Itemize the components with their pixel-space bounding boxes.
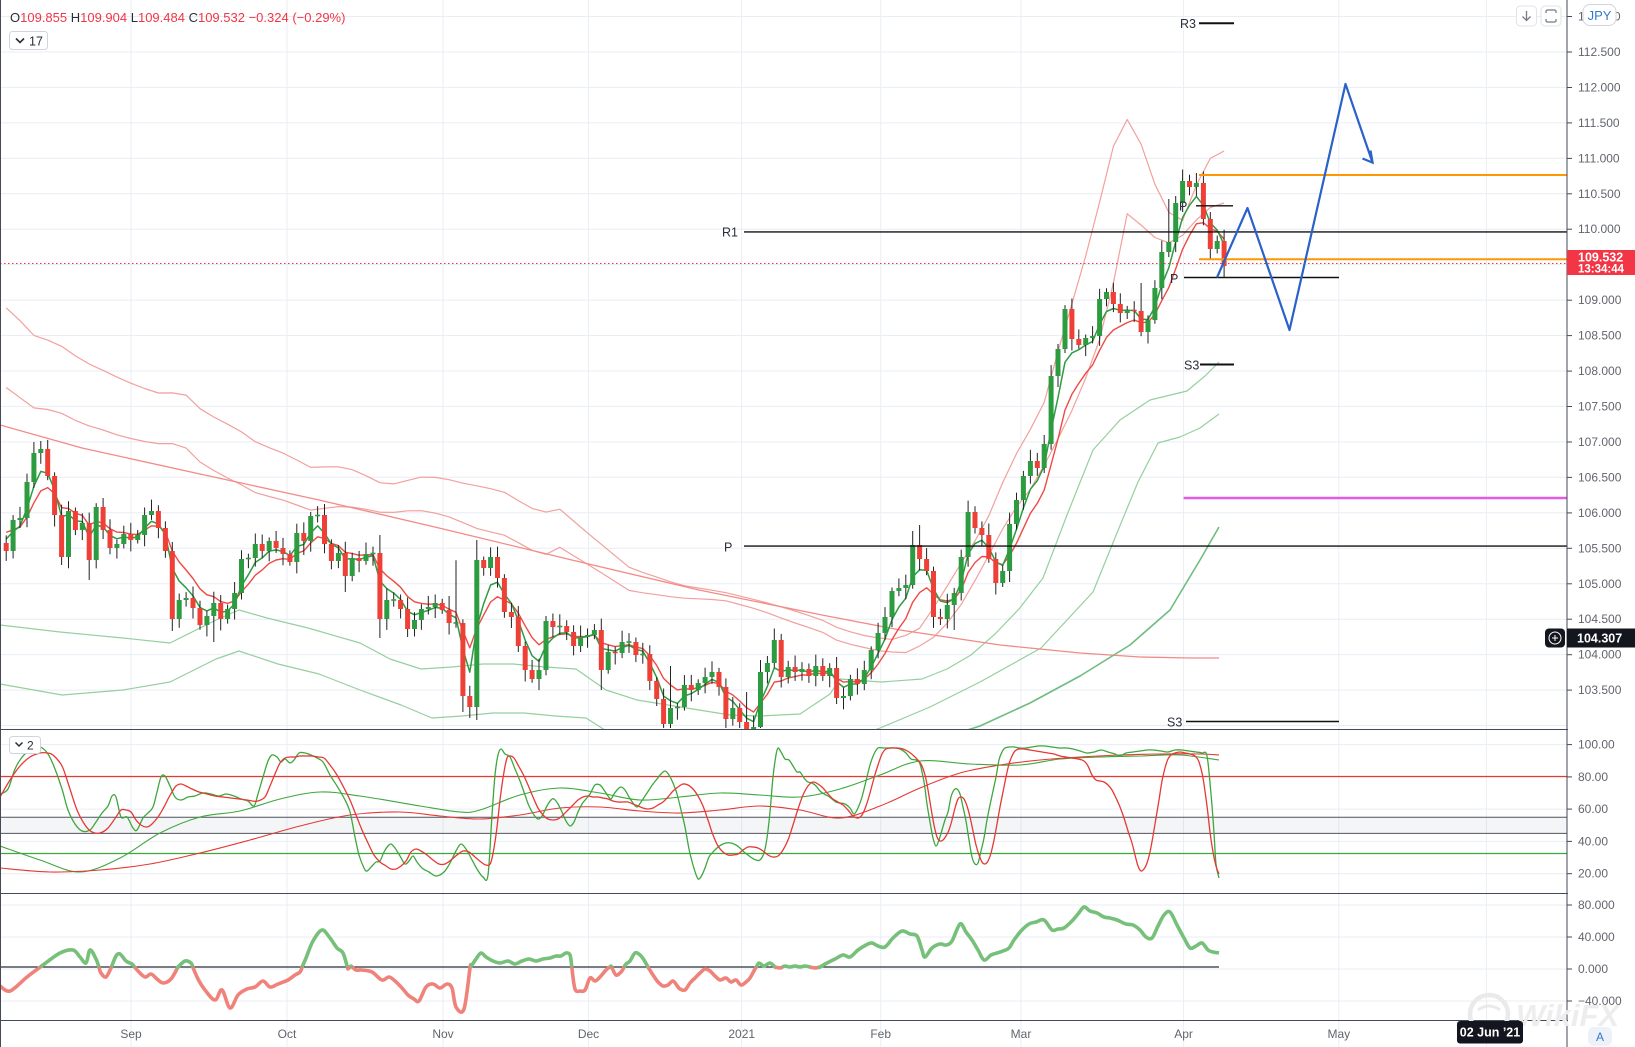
svg-text:104.500: 104.500 (1578, 612, 1622, 626)
svg-text:103.500: 103.500 (1578, 683, 1622, 697)
svg-text:110.500: 110.500 (1578, 187, 1621, 201)
svg-text:Mar: Mar (1011, 1027, 1032, 1041)
svg-text:111.000: 111.000 (1578, 151, 1620, 165)
svg-text:108.000: 108.000 (1578, 364, 1622, 378)
svg-text:A: A (1596, 1030, 1604, 1044)
svg-text:13:34:44: 13:34:44 (1578, 264, 1625, 276)
svg-text:104.307: 104.307 (1577, 632, 1622, 646)
svg-text:P: P (724, 541, 732, 555)
svg-text:105.000: 105.000 (1578, 577, 1622, 591)
svg-text:S3: S3 (1167, 716, 1182, 730)
svg-text:20.00: 20.00 (1578, 867, 1608, 881)
svg-text:110.000: 110.000 (1578, 222, 1621, 236)
svg-text:Dec: Dec (578, 1027, 599, 1041)
svg-text:0.000: 0.000 (1578, 962, 1608, 976)
svg-text:111.500: 111.500 (1578, 116, 1620, 130)
svg-text:112.000: 112.000 (1578, 81, 1621, 95)
svg-text:Nov: Nov (432, 1027, 453, 1041)
svg-text:104.000: 104.000 (1578, 648, 1622, 662)
svg-text:P: P (1179, 200, 1187, 214)
svg-text:2021: 2021 (728, 1027, 755, 1041)
svg-text:105.500: 105.500 (1578, 541, 1622, 555)
svg-text:JPY: JPY (1588, 8, 1612, 23)
svg-text:Oct: Oct (278, 1027, 297, 1041)
svg-text:P: P (1170, 272, 1178, 286)
svg-text:02 Jun ’21: 02 Jun ’21 (1460, 1026, 1520, 1040)
svg-text:40.000: 40.000 (1578, 930, 1615, 944)
svg-text:109.532: 109.532 (1578, 251, 1623, 265)
svg-text:60.00: 60.00 (1578, 802, 1608, 816)
svg-text:107.000: 107.000 (1578, 435, 1622, 449)
svg-text:106.500: 106.500 (1578, 470, 1622, 484)
svg-text:O109.855 H109.904 L109.484: O109.855 H109.904 L109.484 C109.532 −0.3… (10, 10, 345, 25)
svg-text:Sep: Sep (120, 1027, 142, 1041)
svg-text:108.500: 108.500 (1578, 329, 1622, 343)
svg-text:109.000: 109.000 (1578, 293, 1622, 307)
svg-text:−40.000: −40.000 (1578, 994, 1622, 1008)
svg-text:40.00: 40.00 (1578, 834, 1608, 848)
svg-text:106.000: 106.000 (1578, 506, 1622, 520)
svg-text:R1: R1 (722, 226, 738, 240)
svg-text:S3: S3 (1184, 359, 1199, 373)
svg-text:R3: R3 (1180, 17, 1196, 31)
svg-text:17: 17 (29, 35, 43, 49)
svg-text:Apr: Apr (1174, 1027, 1193, 1041)
svg-text:112.500: 112.500 (1578, 45, 1621, 59)
svg-text:107.500: 107.500 (1578, 400, 1622, 414)
svg-text:80.00: 80.00 (1578, 770, 1608, 784)
svg-text:May: May (1327, 1027, 1350, 1041)
svg-text:80.000: 80.000 (1578, 898, 1615, 912)
svg-text:100.00: 100.00 (1578, 738, 1615, 752)
svg-text:Feb: Feb (870, 1027, 891, 1041)
svg-text:2: 2 (27, 739, 34, 753)
